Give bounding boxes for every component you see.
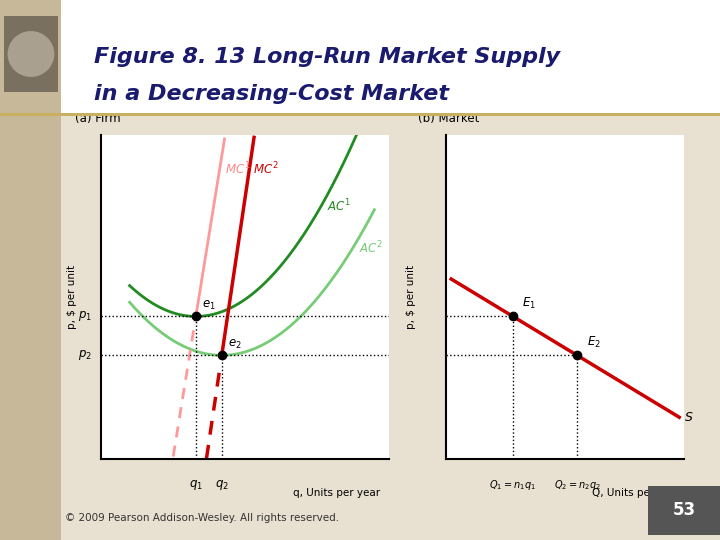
Text: q, Units per year: q, Units per year — [293, 488, 381, 498]
Text: $MC^2$: $MC^2$ — [253, 160, 279, 177]
Text: $p_1$: $p_1$ — [78, 309, 92, 323]
Text: p, $ per unit: p, $ per unit — [406, 265, 415, 329]
Text: in a Decreasing-Cost Market: in a Decreasing-Cost Market — [94, 84, 449, 105]
Text: $Q_1 = n_1 q_1$: $Q_1 = n_1 q_1$ — [490, 478, 536, 492]
Text: $MC^1$: $MC^1$ — [225, 160, 251, 177]
Text: © 2009 Pearson Addison-Wesley. All rights reserved.: © 2009 Pearson Addison-Wesley. All right… — [65, 514, 339, 523]
Text: $S$: $S$ — [684, 411, 693, 424]
Text: Q, Units per year: Q, Units per year — [592, 488, 681, 498]
Text: p, $ per unit: p, $ per unit — [67, 265, 77, 329]
Text: $E_1$: $E_1$ — [523, 296, 536, 311]
Text: $AC^1$: $AC^1$ — [327, 198, 351, 214]
Text: 53: 53 — [673, 501, 696, 519]
Text: $E_2$: $E_2$ — [587, 335, 600, 350]
Text: (a) Firm: (a) Firm — [75, 112, 120, 125]
Text: $Q_2 = n_2 q_2$: $Q_2 = n_2 q_2$ — [554, 478, 600, 492]
Text: (b) Market: (b) Market — [418, 112, 480, 125]
Text: $AC^2$: $AC^2$ — [359, 240, 383, 256]
Text: Figure 8. 13 Long-Run Market Supply: Figure 8. 13 Long-Run Market Supply — [94, 46, 559, 67]
Text: $q_1$: $q_1$ — [189, 478, 203, 492]
Text: $e_1$: $e_1$ — [202, 299, 215, 313]
Text: $q_2$: $q_2$ — [215, 478, 229, 492]
Text: $e_2$: $e_2$ — [228, 338, 241, 352]
Text: $p_2$: $p_2$ — [78, 348, 92, 362]
